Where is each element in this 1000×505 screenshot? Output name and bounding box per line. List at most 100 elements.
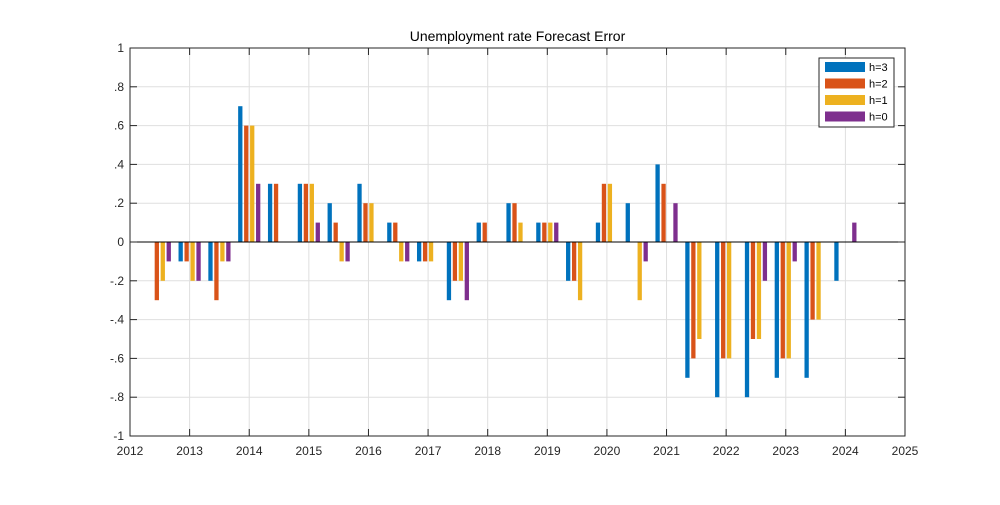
bars xyxy=(154,106,857,398)
bar-h1-2019.5 xyxy=(577,242,583,301)
bar-h2-2016.5 xyxy=(393,222,398,242)
bar-h1-2017.5 xyxy=(458,242,464,281)
legend-swatch-h3 xyxy=(825,62,865,72)
bar-h3-2014 xyxy=(238,106,243,242)
x-tick-label: 2016 xyxy=(355,444,382,458)
bar-h0-2017.5 xyxy=(464,242,469,301)
x-tick-label: 2021 xyxy=(653,444,680,458)
y-tick-label: -1 xyxy=(113,429,124,443)
bar-h2-2017.5 xyxy=(452,242,458,281)
bar-h1-2023 xyxy=(786,242,791,359)
bar-h0-2015 xyxy=(315,222,320,242)
legend-label-h3: h=3 xyxy=(869,62,888,74)
bar-h0-2020.5 xyxy=(643,242,648,262)
x-tick-label: 2020 xyxy=(594,444,621,458)
bar-h3-2023.5 xyxy=(804,242,809,378)
bar-h3-2020 xyxy=(595,222,601,242)
y-tick-label: 1 xyxy=(117,41,124,55)
x-tick-label: 2017 xyxy=(415,444,442,458)
bar-h2-2020 xyxy=(601,183,607,242)
y-tick-label: .4 xyxy=(114,157,124,171)
bar-h1-2015.5 xyxy=(339,242,344,262)
bar-h2-2014 xyxy=(244,125,249,242)
bar-h3-2024 xyxy=(834,242,839,281)
bar-h1-2022.5 xyxy=(756,242,762,339)
x-tick-label: 2025 xyxy=(892,444,919,458)
bar-h2-2022 xyxy=(721,242,726,359)
legend: h=3 h=2 h=1 h=0 xyxy=(818,57,895,128)
bar-h3-2022 xyxy=(715,242,720,398)
y-tick-label: 0 xyxy=(117,235,124,249)
bar-h3-2018.5 xyxy=(506,203,511,242)
bar-h2-2013.5 xyxy=(214,242,219,301)
bar-h3-2020.5 xyxy=(625,203,630,242)
bar-h2-2019.5 xyxy=(571,242,577,281)
bar-h2-2018 xyxy=(482,222,487,242)
x-tick-label: 2018 xyxy=(474,444,501,458)
bar-h2-2022.5 xyxy=(750,242,756,339)
bar-h1-2016.5 xyxy=(399,242,404,262)
chart-title: Unemployment rate Forecast Error xyxy=(410,28,626,44)
x-tick-label: 2014 xyxy=(236,444,263,458)
bar-h1-2020 xyxy=(607,183,613,242)
bar-h1-2013.5 xyxy=(220,242,225,262)
bar-h2-2014.5 xyxy=(273,183,279,242)
bar-h3-2013 xyxy=(178,242,183,262)
bar-h1-2016 xyxy=(369,203,374,242)
bar-h0-2019 xyxy=(554,222,559,242)
bar-h2-2023 xyxy=(780,242,785,359)
bar-h3-2018 xyxy=(476,222,481,242)
bar-h0-2021 xyxy=(673,203,678,242)
bar-h2-2017 xyxy=(422,242,428,262)
bar-h2-2012.5 xyxy=(154,242,159,301)
y-tick-labels: -1 -.8 -.6 -.4 -.2 0 .2 .4 .6 .8 1 xyxy=(110,41,124,443)
bar-h0-2013 xyxy=(196,242,201,281)
bar-h1-2012.5 xyxy=(160,242,165,281)
x-tick-label: 2012 xyxy=(117,444,144,458)
bar-h1-2023.5 xyxy=(816,242,821,320)
legend-label-h2: h=2 xyxy=(869,79,888,91)
bar-h2-2016 xyxy=(363,203,368,242)
bar-h3-2019.5 xyxy=(566,242,571,281)
y-tick-label: .2 xyxy=(114,196,124,210)
bar-h3-2022.5 xyxy=(744,242,750,398)
y-tick-label: -.4 xyxy=(110,313,124,327)
bar-h1-2019 xyxy=(548,222,553,242)
bar-h0-2022.5 xyxy=(762,242,768,281)
bar-h3-2015.5 xyxy=(327,203,332,242)
bar-h3-2021.5 xyxy=(685,242,690,378)
bar-h1-2018.5 xyxy=(518,222,523,242)
bar-h1-2015 xyxy=(309,183,314,242)
legend-swatch-h0 xyxy=(825,111,865,122)
legend-items: h=3 h=2 h=1 h=0 xyxy=(825,62,888,124)
bar-h3-2016 xyxy=(357,183,362,242)
bar-h0-2024 xyxy=(852,222,857,242)
bar-h1-2013 xyxy=(190,242,195,281)
bar-h0-2014 xyxy=(256,183,261,242)
bar-h2-2023.5 xyxy=(810,242,815,320)
bar-h0-2012.5 xyxy=(166,242,171,262)
bar-h2-2019 xyxy=(542,222,547,242)
bar-h1-2021.5 xyxy=(697,242,702,339)
bar-h2-2015 xyxy=(303,183,309,242)
bar-h3-2017.5 xyxy=(446,242,452,301)
y-tick-label: -.6 xyxy=(110,351,124,365)
bar-h0-2023 xyxy=(792,242,797,262)
legend-swatch-h2 xyxy=(825,78,865,89)
bar-h2-2013 xyxy=(184,242,189,262)
x-tick-label: 2022 xyxy=(713,444,740,458)
bar-h1-2020.5 xyxy=(637,242,642,301)
bar-h2-2021.5 xyxy=(691,242,696,359)
bar-h3-2015 xyxy=(297,183,303,242)
bar-h3-2017 xyxy=(416,242,422,262)
x-tick-label: 2013 xyxy=(176,444,203,458)
bar-h2-2018.5 xyxy=(512,203,517,242)
x-tick-label: 2024 xyxy=(832,444,859,458)
y-tick-label: .8 xyxy=(114,80,124,94)
x-tick-labels: 2012 2013 2014 2015 2016 2017 2018 2019 2020 2021… xyxy=(117,444,919,458)
bar-h3-2016.5 xyxy=(387,222,392,242)
bar-h1-2014 xyxy=(250,125,255,242)
bar-h1-2022 xyxy=(726,242,732,359)
